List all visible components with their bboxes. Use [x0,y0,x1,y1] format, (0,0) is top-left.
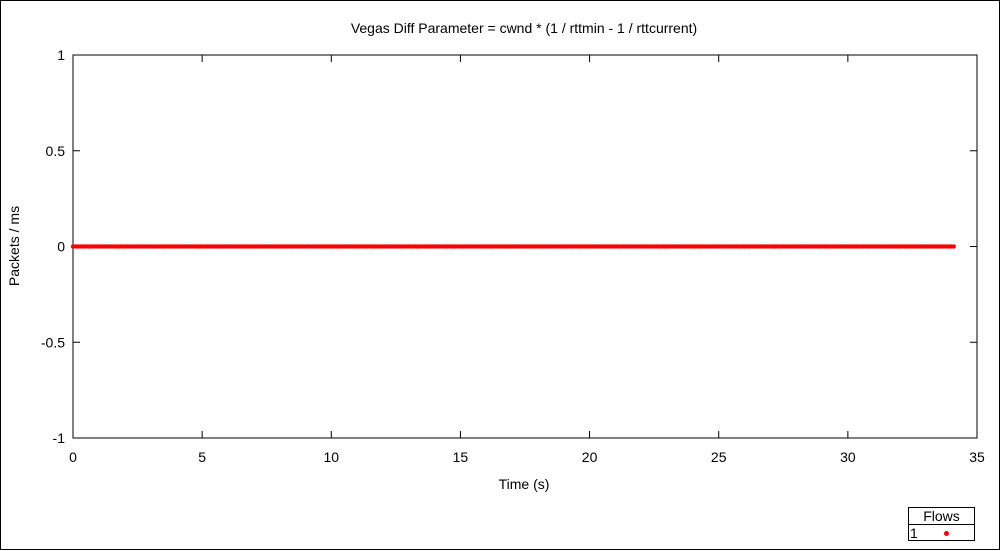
legend: Flows 1 [908,507,975,541]
x-tick-label: 35 [969,449,985,465]
y-tick-label: 1 [57,47,65,63]
legend-entry: 1 [909,525,974,541]
legend-marker-icon [944,531,949,536]
y-tick-label: -1 [53,430,66,446]
y-axis-label: Packets / ms [6,206,22,286]
x-tick-label: 10 [323,449,339,465]
y-tick-label: 0.5 [46,143,66,159]
x-axis-label: Time (s) [499,476,550,492]
legend-entry-label: 1 [910,525,918,541]
y-tick-label: 0 [57,239,65,255]
x-tick-label: 15 [453,449,469,465]
data-point [951,244,956,249]
x-tick-label: 25 [711,449,727,465]
chart-title: Vegas Diff Parameter = cwnd * (1 / rttmi… [351,20,697,36]
x-tick-label: 5 [198,449,206,465]
x-tick-label: 0 [69,449,77,465]
x-tick-label: 20 [582,449,598,465]
x-tick-label: 30 [840,449,856,465]
axis-ticks: 0 5 10 15 20 25 30 35 -1 -0.5 0 0.5 1 [41,47,985,465]
data-points [70,244,956,249]
legend-title: Flows [909,508,974,525]
y-tick-label: -0.5 [41,334,65,350]
